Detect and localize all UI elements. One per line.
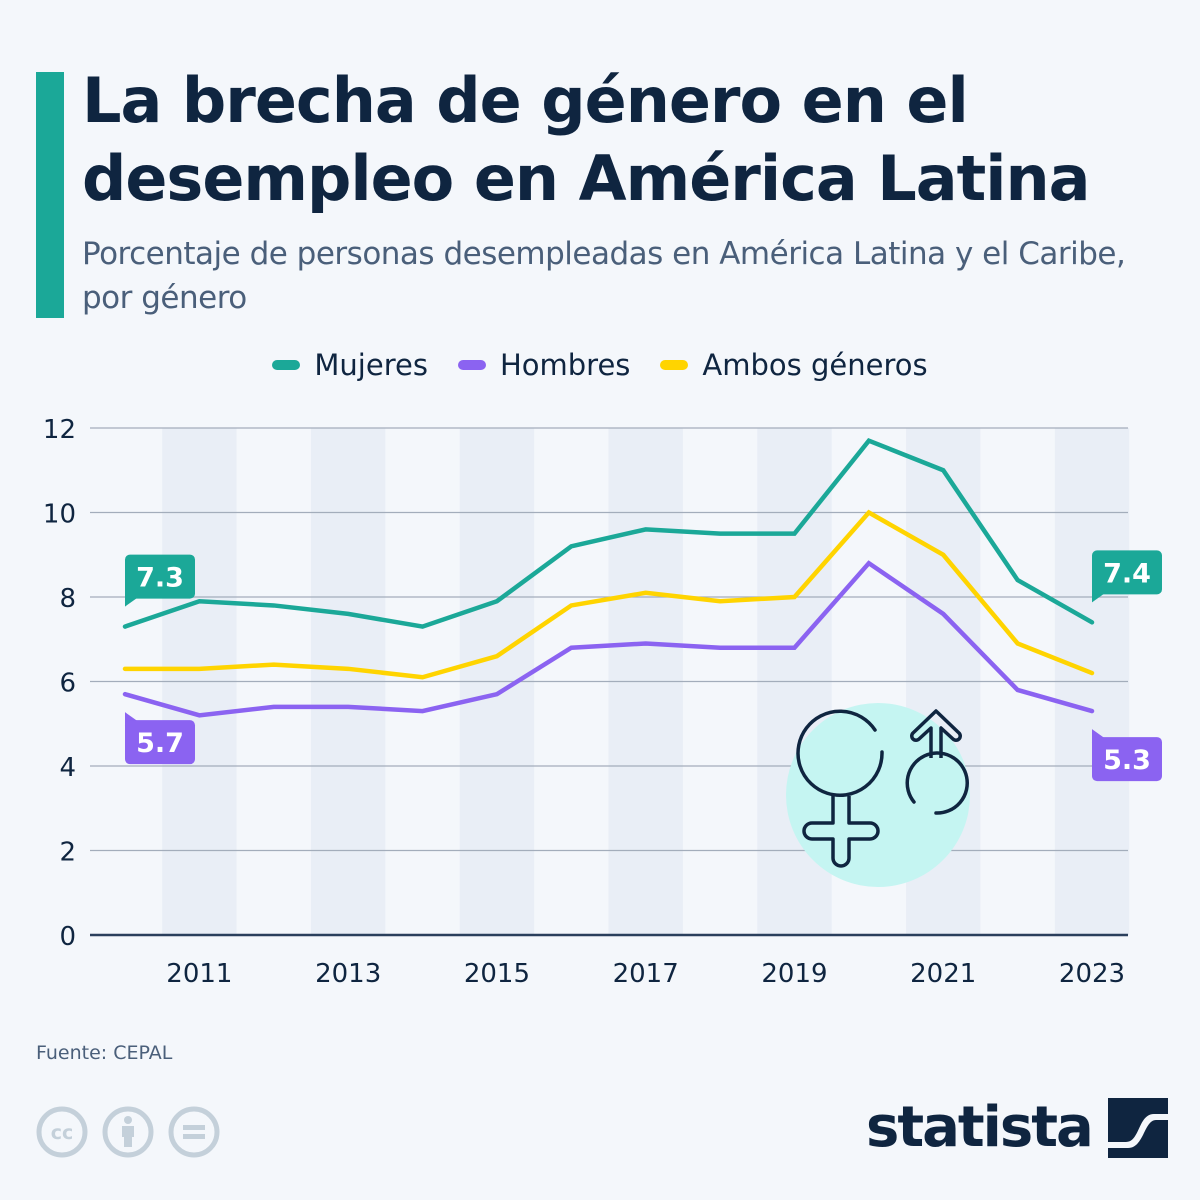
y-tick-label: 10 — [43, 500, 76, 530]
gender-symbols-icon — [786, 703, 970, 887]
legend-swatch-hombres — [457, 360, 486, 370]
y-tick-label: 4 — [59, 753, 76, 783]
series-line-mujeres — [122, 437, 1095, 629]
callout-value: 7.3 — [136, 563, 184, 594]
x-tick-label: 2023 — [1059, 959, 1125, 989]
male-symbol-ring — [905, 751, 969, 815]
statista-logo-icon — [1107, 1098, 1168, 1158]
x-axis-ticks: 2011 2013 2015 2017 2019 2021 2023 — [166, 959, 1125, 989]
callout-value: 5.3 — [1103, 745, 1151, 776]
no-derivatives-icon[interactable] — [168, 1106, 220, 1158]
y-tick-label: 8 — [59, 584, 76, 614]
legend-label-hombres: Hombres — [499, 348, 631, 382]
y-axis-ticks: 0 2 4 6 8 10 12 — [43, 415, 76, 952]
series-line-hombres — [122, 560, 1095, 718]
x-tick-label: 2015 — [464, 959, 530, 989]
x-tick-label: 2021 — [910, 959, 976, 989]
legend-item-hombres[interactable]: Hombres — [457, 348, 631, 382]
series-lines — [122, 437, 1095, 718]
data-labels: 7.3 7.4 5.7 5.3 — [125, 550, 1162, 782]
chart-subtitle: Porcentaje de personas desempleadas en A… — [82, 236, 1126, 316]
callout-box — [125, 720, 195, 765]
series-line-ambos-géneros — [122, 509, 1095, 680]
brand-name: statista — [866, 1095, 1094, 1160]
x-tick-label: 2011 — [166, 959, 232, 989]
callout-value: 5.7 — [136, 728, 184, 759]
y-tick-label: 0 — [59, 922, 76, 952]
legend-swatch-ambos — [660, 360, 689, 370]
svg-text:cc: cc — [51, 1122, 74, 1144]
male-symbol-arrow — [910, 709, 962, 758]
y-tick-label: 6 — [59, 669, 76, 699]
title-accent-bar — [36, 72, 64, 318]
data-label-hombres-2010: 5.7 — [125, 712, 195, 765]
cc-icon[interactable]: cc — [36, 1106, 88, 1158]
callout-value: 7.4 — [1103, 558, 1151, 589]
x-tick-label: 2013 — [315, 959, 381, 989]
legend-swatch-mujeres — [272, 360, 301, 370]
y-tick-label: 12 — [43, 415, 76, 445]
chart-title: La brecha de género en el desempleo en A… — [82, 64, 1090, 215]
female-symbol-cross — [802, 796, 880, 868]
legend-label-ambos: Ambos géneros — [702, 348, 928, 382]
y-tick-label: 2 — [59, 838, 76, 868]
legend-item-ambos[interactable]: Ambos géneros — [660, 348, 928, 382]
legend-item-mujeres[interactable]: Mujeres — [272, 348, 428, 382]
callout-box — [1092, 737, 1162, 782]
legend: Mujeres Hombres Ambos géneros — [0, 348, 1200, 382]
data-label-mujeres-2023: 7.4 — [1092, 550, 1162, 603]
attribution-icon[interactable] — [102, 1106, 154, 1158]
x-tick-label: 2017 — [613, 959, 679, 989]
callout-box — [1092, 550, 1162, 595]
x-tick-label: 2019 — [761, 959, 827, 989]
legend-label-mujeres: Mujeres — [314, 348, 428, 382]
data-label-mujeres-2010: 7.3 — [125, 554, 195, 607]
license-icons: cc — [36, 1106, 220, 1158]
female-symbol-ring — [796, 709, 884, 797]
statista-logo[interactable]: statista — [866, 1096, 1168, 1160]
callout-box — [125, 554, 195, 599]
data-label-hombres-2023: 5.3 — [1092, 729, 1162, 782]
source-note: Fuente: CEPAL — [36, 1042, 173, 1064]
